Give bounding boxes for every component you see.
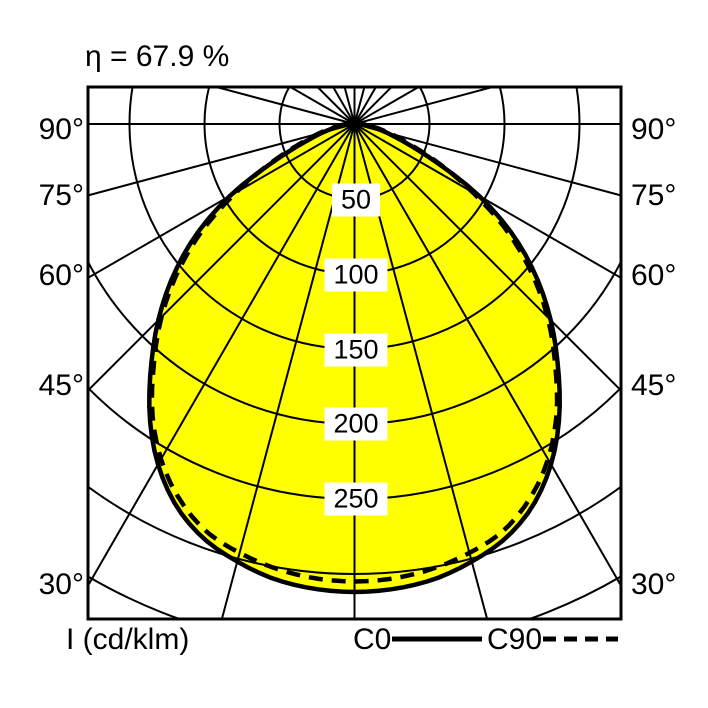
grid-ray (353, 87, 366, 125)
c90-curve (149, 121, 560, 584)
angle-label-left-30: 30° (38, 568, 84, 601)
angle-label-left-60: 60° (38, 259, 84, 292)
legend-c0-label: C0 (353, 623, 392, 656)
grid-ray (354, 123, 621, 197)
angle-label-right-30: 30° (631, 568, 677, 601)
grid-ray (354, 87, 497, 125)
grid-ray (353, 87, 421, 125)
efficiency-label: η = 67.9 % (85, 40, 230, 73)
legend-c90-label: C90 (487, 623, 543, 656)
grid-ray (353, 87, 393, 125)
legend-unit-label: I (cd/klm) (66, 623, 190, 656)
angle-label-left-90: 90° (38, 113, 84, 146)
plot-frame (86, 85, 623, 621)
intensity-tick-200: 200 (324, 407, 388, 441)
intensity-tick-100: 100 (324, 258, 388, 292)
grid-ray (88, 123, 355, 197)
intensity-tick-150: 150 (324, 333, 388, 367)
grid-ray (88, 123, 356, 392)
grid-ray (88, 123, 356, 588)
grid-ray (220, 123, 356, 619)
intensity-tick-50: 50 (331, 183, 381, 217)
grid-ray (353, 123, 621, 392)
angle-label-right-75: 75° (631, 179, 677, 212)
angle-label-right-45: 45° (631, 369, 677, 402)
grid-ray (353, 123, 489, 619)
angle-label-left-75: 75° (38, 179, 84, 212)
angle-label-right-90: 90° (631, 113, 677, 146)
grid-ray (353, 123, 621, 588)
intensity-tick-250: 250 (324, 482, 388, 516)
grid-ray (353, 87, 378, 125)
angle-label-right-60: 60° (631, 259, 677, 292)
angle-label-left-45: 45° (38, 369, 84, 402)
